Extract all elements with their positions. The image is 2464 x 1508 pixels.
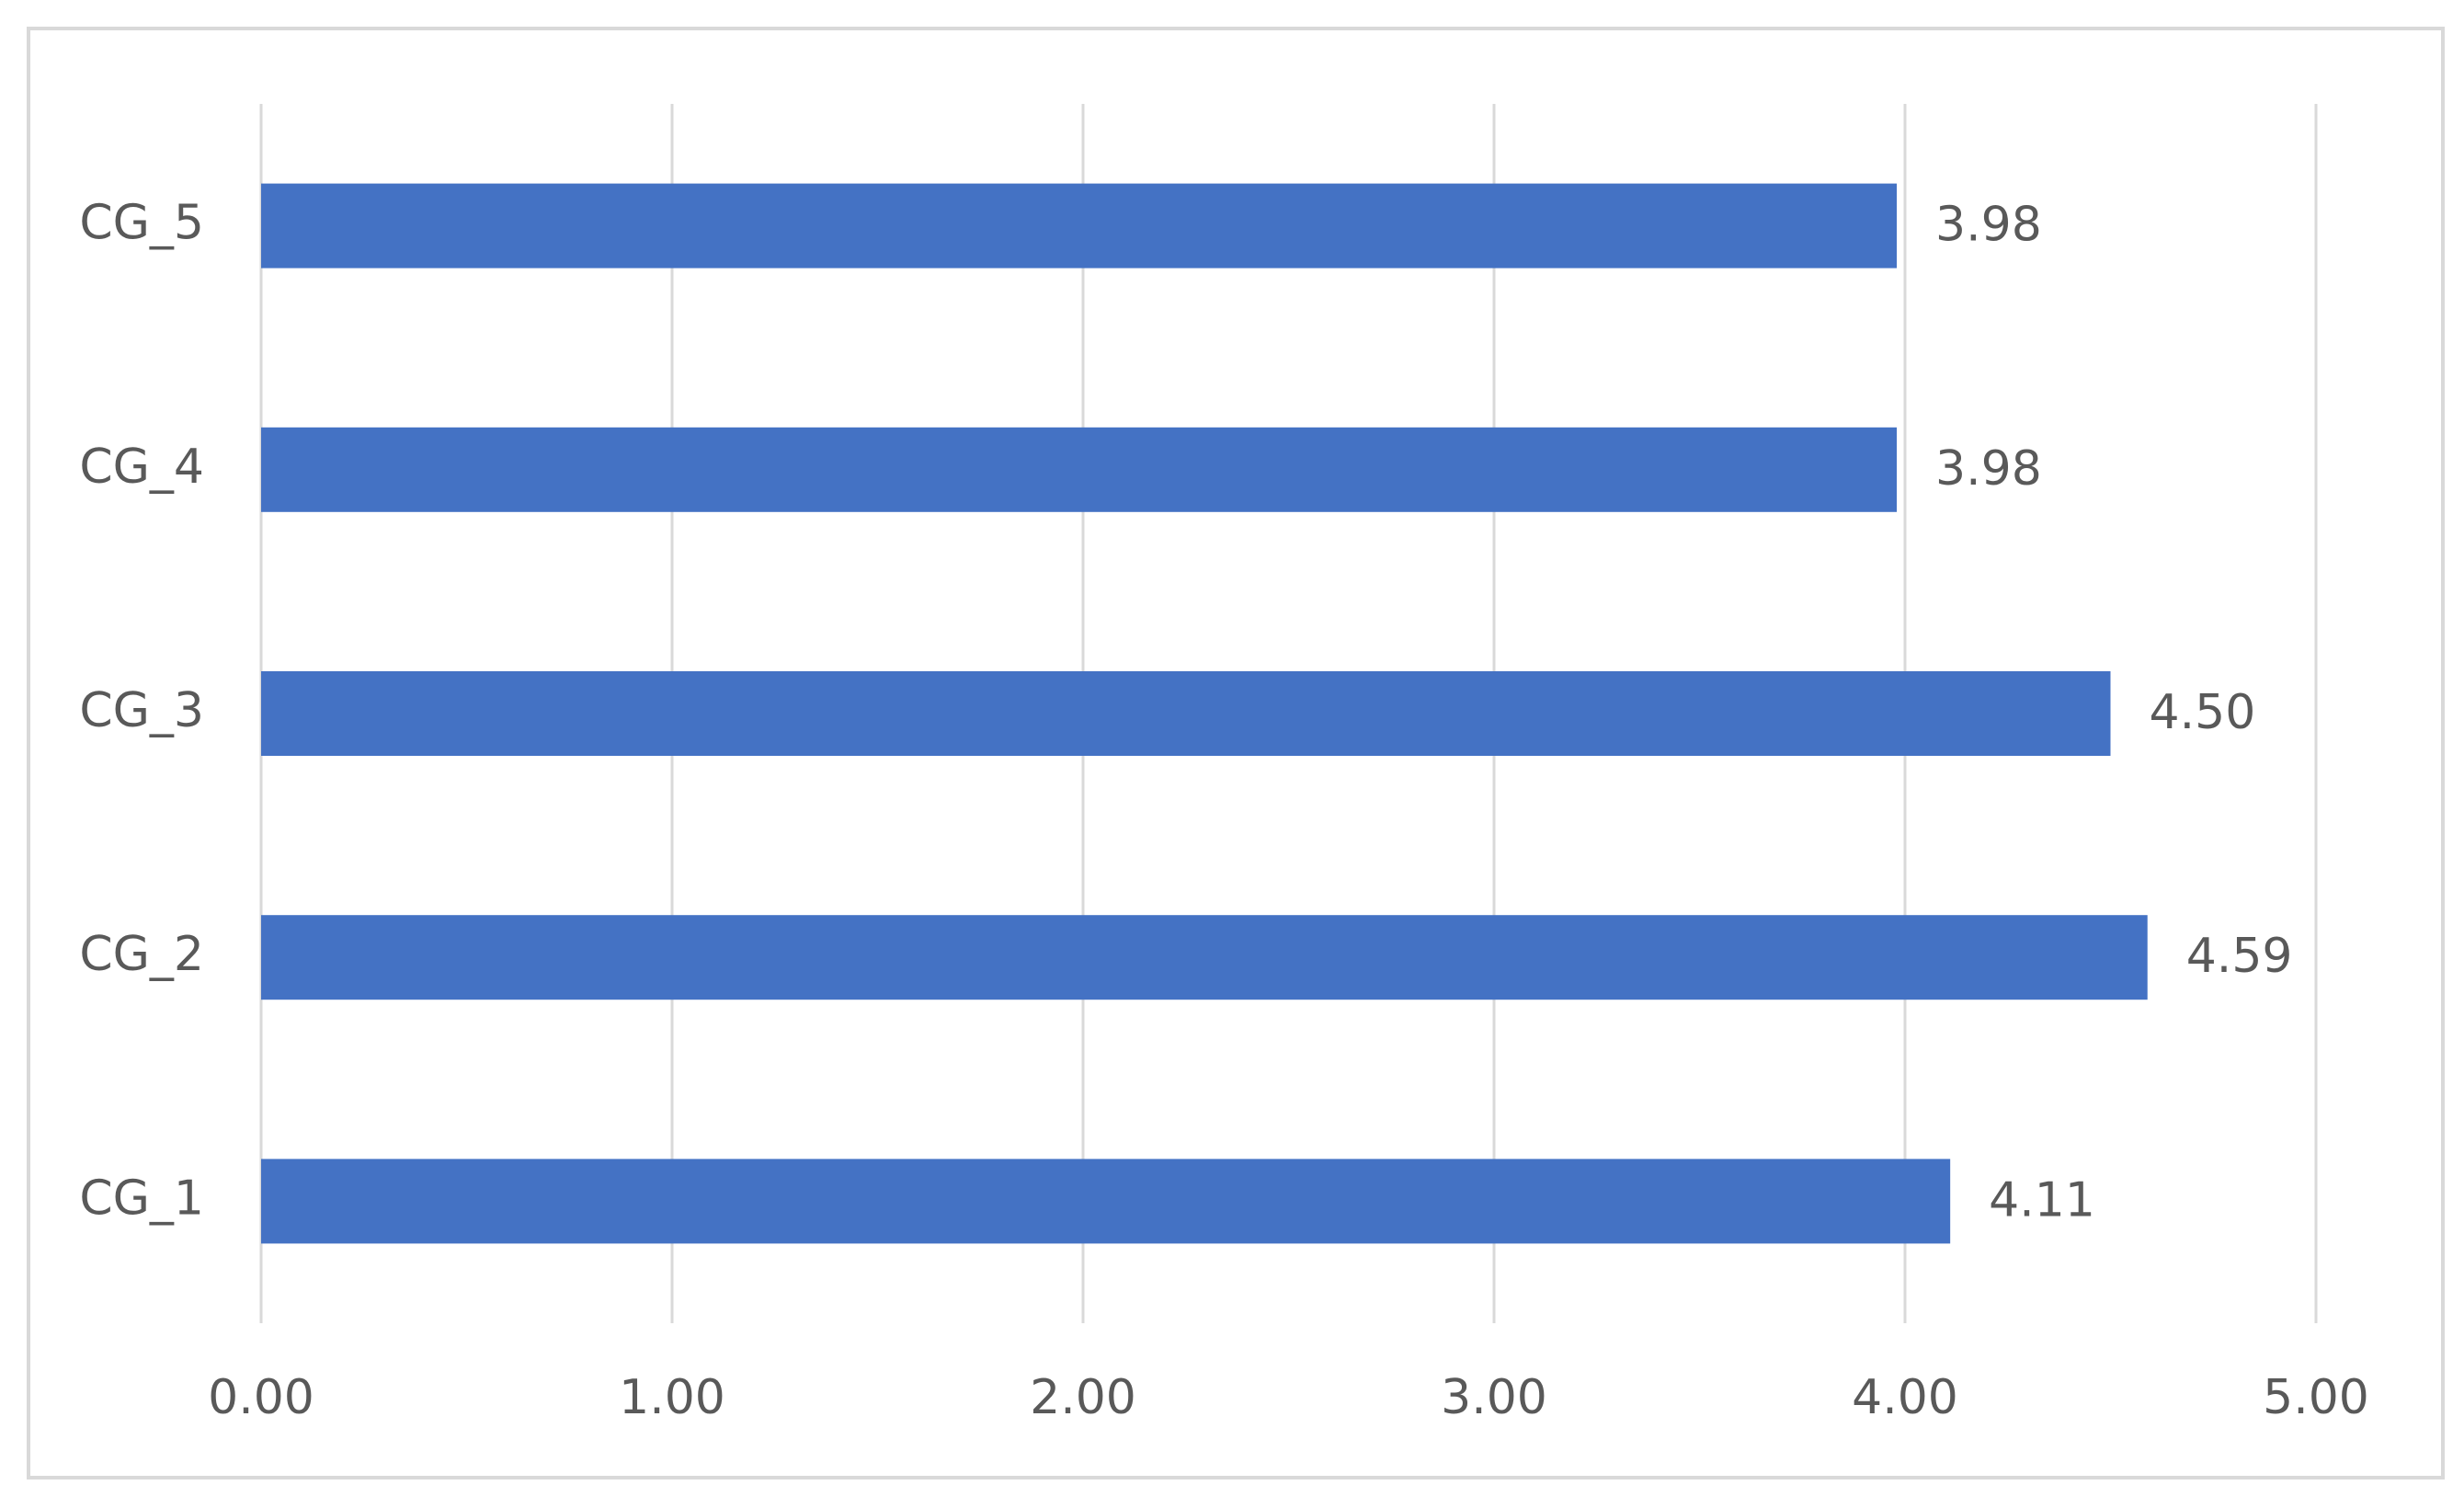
x-tick-label: 4.00 [1852,1370,1958,1425]
bar [261,915,2148,1000]
x-tick-label: 0.00 [208,1370,314,1425]
bar [261,427,1898,512]
y-tick-label: CG_4 [79,440,204,495]
y-tick-label: CG_5 [79,196,204,251]
bar [261,671,2111,756]
x-tick-label: 3.00 [1441,1370,1547,1425]
y-tick-label: CG_2 [79,927,204,982]
data-label: 4.50 [2150,685,2256,740]
bar [261,1159,1951,1244]
y-tick-label: CG_3 [79,683,204,738]
bar [261,183,1898,268]
y-tick-label: CG_1 [79,1171,204,1226]
x-tick-label: 1.00 [619,1370,725,1425]
x-tick-label: 2.00 [1030,1370,1136,1425]
data-label: 4.59 [2186,929,2293,984]
x-tick-label: 5.00 [2263,1370,2369,1425]
data-label: 3.98 [1935,441,2042,497]
data-label: 4.11 [1989,1172,2095,1228]
data-label: 3.98 [1935,198,2042,253]
